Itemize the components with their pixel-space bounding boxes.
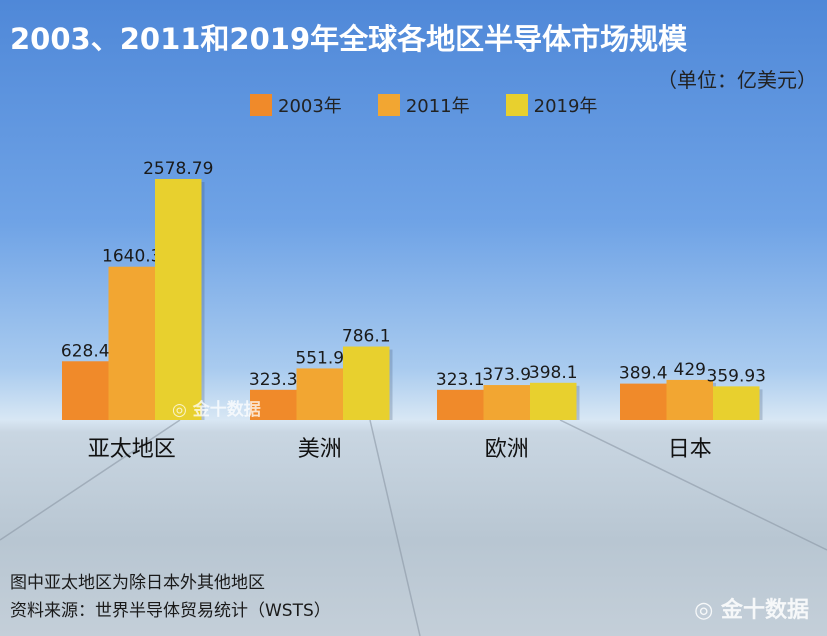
legend-label: 2019年 <box>533 96 598 117</box>
data-label: 373.9 <box>482 365 531 385</box>
unit-label: （单位：亿美元） <box>657 68 817 92</box>
bar <box>155 179 202 420</box>
legend-swatch <box>250 94 272 116</box>
category-label: 亚太地区 <box>88 437 176 462</box>
data-label: 398.1 <box>529 363 578 383</box>
bar <box>620 383 667 420</box>
bar <box>108 266 155 420</box>
watermark-logo: ◎ 金十数据 <box>172 400 261 420</box>
category-label: 欧洲 <box>485 437 529 462</box>
data-label: 786.1 <box>342 327 391 347</box>
bar <box>437 389 484 420</box>
legend-item: 2019年 <box>505 92 598 118</box>
bar <box>666 379 713 420</box>
watermark: ◎ 金十数据 <box>694 598 809 623</box>
bar <box>713 386 760 420</box>
legend-swatch <box>377 94 400 116</box>
source-note: 资料来源：世界半导体贸易统计（WSTS） <box>10 601 331 621</box>
category-label: 日本 <box>668 437 712 462</box>
data-label: 323.3 <box>249 370 298 390</box>
data-label: 628.4 <box>61 341 110 361</box>
data-label: 551.9 <box>295 348 344 368</box>
floor-background <box>0 420 827 636</box>
legend-label: 2003年 <box>278 96 342 117</box>
watermark-text: 金十数据 <box>720 598 809 623</box>
bar <box>296 368 343 420</box>
bar <box>483 385 530 420</box>
data-label: 2578.79 <box>143 159 213 179</box>
legend-item: 2011年 <box>377 92 470 118</box>
data-label: 323.1 <box>436 370 485 390</box>
legend-swatch <box>505 94 528 116</box>
data-label: 359.93 <box>707 366 766 386</box>
chart-title: 2003、2011和2019年全球各地区半导体市场规模 <box>10 22 688 56</box>
bar <box>530 382 577 420</box>
bar <box>62 361 109 420</box>
data-label: 1640.3 <box>102 247 161 267</box>
legend-item: 2003年 <box>250 92 342 118</box>
bar <box>250 389 297 420</box>
category-label: 美洲 <box>298 437 342 462</box>
footnote: 图中亚太地区为除日本外其他地区 <box>10 573 265 593</box>
data-label: 429 <box>674 360 706 380</box>
data-label: 389.4 <box>619 364 668 384</box>
legend: 2003年 2011年 2019年 <box>250 92 597 118</box>
bar <box>343 346 390 420</box>
legend-label: 2011年 <box>405 96 470 117</box>
